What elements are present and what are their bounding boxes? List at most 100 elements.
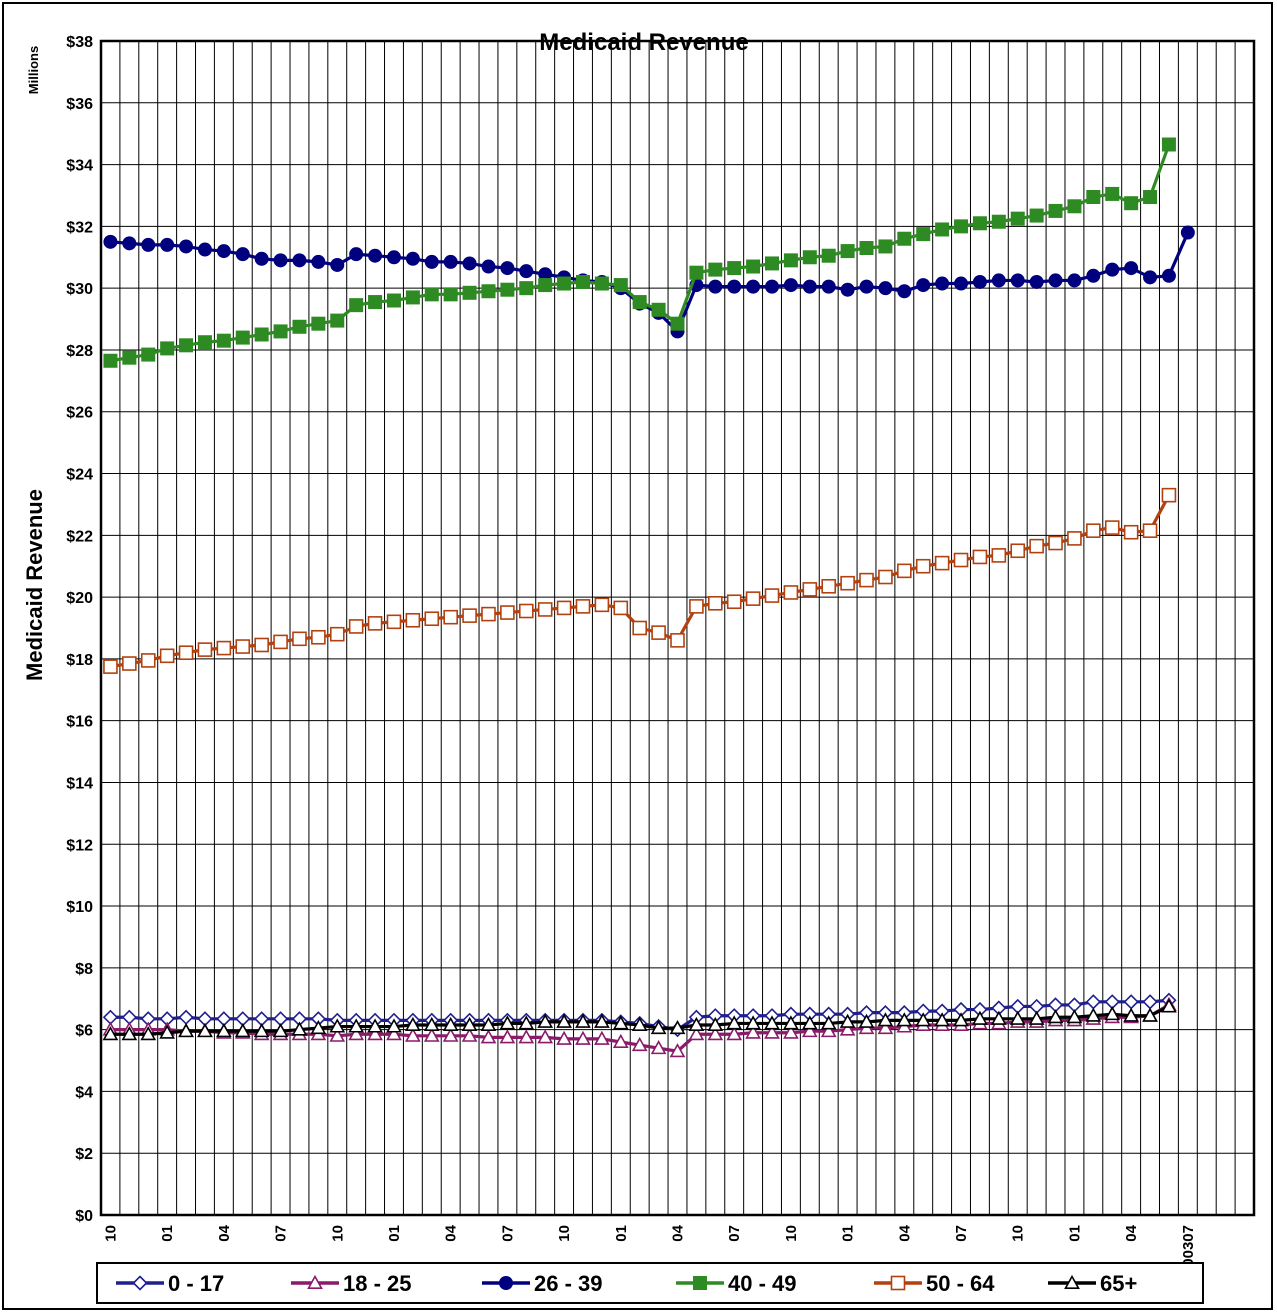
data-point: [745, 591, 761, 606]
data-point: [954, 276, 969, 291]
data-point: [915, 558, 931, 574]
data-point: [518, 1015, 535, 1030]
data-point: [197, 242, 212, 257]
data-point: [708, 262, 723, 277]
data-point: [764, 1024, 780, 1039]
data-point: [442, 1016, 459, 1031]
data-point: [575, 1030, 591, 1045]
data-point: [102, 1026, 119, 1041]
x-tick-label: 07: [953, 1225, 970, 1242]
data-point: [349, 298, 364, 313]
data-point: [292, 319, 307, 334]
data-point: [1143, 190, 1158, 205]
data-point: [821, 578, 837, 594]
data-point: [557, 276, 572, 291]
data-point: [519, 281, 534, 296]
data-point: [1067, 199, 1082, 214]
data-point: [764, 1015, 780, 1030]
y-tick-label: $0: [75, 1208, 93, 1225]
data-point: [405, 251, 420, 266]
data-point: [1009, 1010, 1026, 1025]
data-point: [423, 1027, 440, 1042]
data-point: [972, 274, 987, 289]
series-line-40-49: [110, 143, 1171, 363]
data-point: [348, 1026, 365, 1041]
data-point: [178, 1023, 194, 1038]
y-axis-ticks: $0 $2 $4 $6 $8 $10 $12 $14 $16 $18 $20 $22 $24 $26 $28…: [66, 34, 93, 1225]
data-point: [1067, 273, 1082, 288]
data-point: [689, 265, 704, 280]
data-point: [386, 614, 402, 630]
y-tick-label: $28: [66, 343, 93, 360]
data-point: [801, 1023, 818, 1038]
data-point: [1104, 520, 1120, 535]
data-point: [858, 1013, 875, 1028]
data-point: [840, 575, 855, 591]
data-point: [612, 1015, 629, 1030]
y-tick-label: $14: [66, 775, 93, 792]
data-point: [783, 253, 798, 268]
data-point: [216, 1023, 232, 1038]
data-point: [1086, 523, 1101, 538]
legend-marker: [890, 1275, 906, 1291]
data-point: [840, 244, 855, 259]
data-point: [179, 338, 194, 353]
data-point: [292, 631, 307, 647]
data-point: [1086, 190, 1101, 205]
y-tick-label: $22: [66, 528, 93, 545]
data-point: [405, 1016, 421, 1031]
chart-title: Medicaid Revenue: [539, 29, 748, 56]
data-point: [424, 287, 439, 302]
x-tick-label: 04: [1123, 1224, 1140, 1241]
data-point: [405, 1027, 421, 1042]
data-point: [878, 239, 893, 254]
data-point: [462, 608, 477, 623]
data-point: [972, 1010, 988, 1025]
data-point: [765, 279, 780, 294]
y-tick-label: $8: [75, 961, 93, 978]
data-point: [121, 1026, 138, 1041]
data-point: [707, 1016, 724, 1031]
y-tick-label: $20: [66, 590, 93, 607]
legend: 0 - 17 18 - 25 26 - 39 40 - 49 50 - 64 65+: [96, 1262, 1204, 1304]
data-point: [103, 659, 118, 674]
data-point: [1029, 274, 1044, 289]
x-tick-label: 04: [443, 1224, 460, 1241]
data-point: [801, 1015, 818, 1030]
data-point: [330, 257, 345, 272]
y-axis-label: Medicaid Revenue: [22, 489, 47, 681]
data-point: [1085, 994, 1101, 1010]
x-tick-label: 07: [726, 1225, 743, 1242]
legend-label: 40 - 49: [728, 1271, 797, 1296]
data-point: [216, 244, 231, 259]
data-point: [650, 1019, 667, 1035]
legend-entry-0-17: 0 - 17: [116, 1271, 224, 1296]
data-point: [330, 313, 345, 328]
data-point: [329, 1018, 346, 1033]
data-point: [1161, 137, 1176, 152]
x-tick-label: 04: [670, 1224, 687, 1241]
data-point: [140, 1026, 157, 1041]
data-point: [1123, 1007, 1139, 1022]
data-point: [1105, 262, 1120, 277]
data-point: [1048, 203, 1063, 218]
data-point: [122, 350, 137, 365]
data-point: [783, 1015, 799, 1030]
data-point: [178, 1009, 194, 1025]
data-point: [953, 552, 969, 568]
x-tick-label: 07: [499, 1225, 516, 1242]
data-point: [859, 240, 874, 255]
legend-entry-18-25: 18 - 25: [291, 1271, 412, 1296]
data-point: [1086, 268, 1101, 283]
data-point: [329, 626, 345, 642]
data-point: [216, 333, 231, 348]
legend-entry-50-64: 50 - 64: [874, 1271, 995, 1296]
data-point: [253, 1023, 270, 1038]
data-point: [442, 1027, 459, 1042]
data-point: [235, 639, 251, 654]
data-point: [556, 1013, 572, 1028]
series-65plus: [102, 998, 1177, 1041]
data-point: [197, 642, 213, 657]
data-point: [859, 572, 874, 588]
data-point: [292, 253, 307, 268]
